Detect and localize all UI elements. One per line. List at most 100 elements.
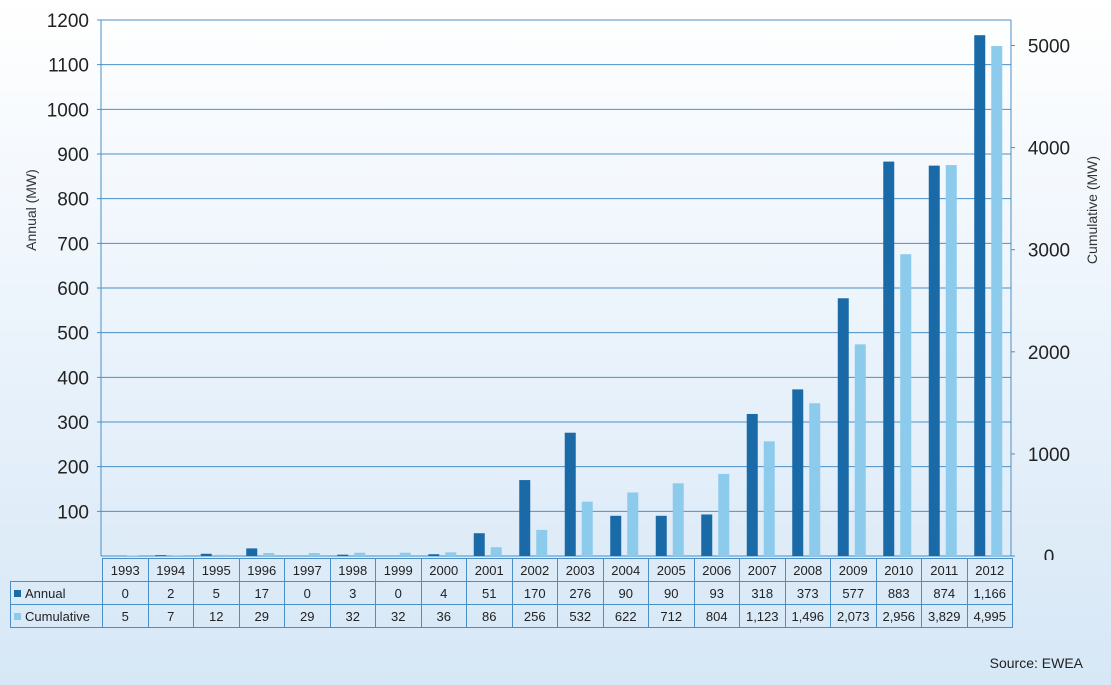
source-note: Source: EWEA — [989, 655, 1083, 671]
bar-cumulative-2008 — [809, 403, 821, 556]
table-cell: 93 — [693, 581, 740, 605]
y-tick-label: 600 — [57, 279, 89, 300]
table-year: 1995 — [193, 558, 240, 582]
table-cell: 170 — [511, 581, 558, 605]
table-year: 2011 — [921, 558, 968, 582]
table-cell: 29 — [238, 604, 285, 628]
table-cell: 12 — [193, 604, 240, 628]
table-cell: 5 — [102, 604, 149, 628]
y-tick-label: 900 — [57, 145, 89, 166]
table-row: Annual 0 2 5 17 0 3 0 4 51 170 276 90 90 93 318 373 577 88… — [10, 581, 1013, 605]
table-cell: 2,073 — [830, 604, 877, 628]
y-tick-label: 1200 — [47, 11, 89, 32]
y-tick-label: 700 — [57, 234, 89, 255]
y2-tick-label: 5000 — [1028, 37, 1070, 58]
bar-cumulative-1999 — [399, 552, 411, 556]
y-tick-label: 400 — [57, 368, 89, 389]
table-cell: 2 — [147, 581, 194, 605]
table-cell: 86 — [466, 604, 513, 628]
table-cell: 0 — [284, 581, 331, 605]
legend-swatch-icon — [14, 612, 21, 620]
table-year: 2005 — [648, 558, 695, 582]
bar-cumulative-1997 — [308, 553, 320, 556]
table-year: 2000 — [420, 558, 467, 582]
table-cell: 32 — [329, 604, 376, 628]
table-cell: 7 — [147, 604, 194, 628]
table-year: 1998 — [329, 558, 376, 582]
data-table: 1993 1994 1995 1996 1997 1998 1999 2000 2001 2002… — [10, 558, 1013, 628]
table-year: 1999 — [375, 558, 422, 582]
bar-cumulative-2003 — [581, 501, 593, 556]
table-cell: 276 — [557, 581, 604, 605]
bar-cumulative-2011 — [945, 165, 957, 556]
bar-annual-1994 — [155, 555, 167, 556]
table-year: 2001 — [466, 558, 513, 582]
table-cell: 712 — [648, 604, 695, 628]
bar-annual-2000 — [428, 554, 440, 556]
y2-tick-label: 4000 — [1028, 139, 1070, 160]
table-year: 2012 — [966, 558, 1013, 582]
table-cell: 804 — [693, 604, 740, 628]
y-tick-label: 100 — [57, 502, 89, 523]
table-year: 1993 — [102, 558, 149, 582]
bar-cumulative-1994 — [172, 555, 184, 556]
bar-annual-2011 — [928, 165, 940, 556]
bar-cumulative-2010 — [900, 254, 912, 556]
bar-annual-2008 — [792, 389, 804, 556]
table-year: 1997 — [284, 558, 331, 582]
table-cell: 4,995 — [966, 604, 1013, 628]
legend-swatch-icon — [14, 589, 21, 597]
bar-cumulative-2000 — [445, 552, 457, 556]
table-year: 2003 — [557, 558, 604, 582]
bar-cumulative-2001 — [490, 547, 502, 556]
legend-label: Cumulative — [25, 608, 91, 624]
bar-annual-2005 — [655, 515, 667, 556]
table-cell: 883 — [875, 581, 922, 605]
bar-annual-2006 — [701, 514, 713, 556]
y2-tick-label: 3000 — [1028, 241, 1070, 262]
table-cell: 0 — [375, 581, 422, 605]
bar-annual-1996 — [246, 548, 258, 556]
table-cell: 29 — [284, 604, 331, 628]
table-cell: 36 — [420, 604, 467, 628]
table-cell: 32 — [375, 604, 422, 628]
table-year: 2007 — [739, 558, 786, 582]
bar-annual-1998 — [337, 554, 349, 556]
bar-cumulative-1995 — [217, 554, 229, 556]
table-year: 2009 — [830, 558, 877, 582]
legend-label: Annual — [25, 585, 66, 601]
bar-cumulative-2005 — [672, 483, 684, 556]
bar-cumulative-2009 — [854, 344, 866, 556]
y2-axis-label: Cumulative (MW) — [1084, 156, 1100, 264]
table-row: Cumulative 5 7 12 29 29 32 32 36 86 256 532 622 712 80… — [10, 604, 1013, 628]
table-cell: 577 — [830, 581, 877, 605]
legend-annual: Annual — [10, 581, 103, 605]
bar-cumulative-2002 — [536, 529, 548, 556]
table-cell: 373 — [784, 581, 831, 605]
bar-annual-2009 — [837, 298, 849, 556]
bar-cumulative-2004 — [627, 492, 639, 556]
table-cell: 622 — [602, 604, 649, 628]
table-cell: 2,956 — [875, 604, 922, 628]
table-cell: 256 — [511, 604, 558, 628]
table-cell: 1,166 — [966, 581, 1013, 605]
bar-annual-2012 — [974, 35, 986, 557]
bar-cumulative-2012 — [991, 46, 1003, 556]
bar-cumulative-1996 — [263, 553, 275, 556]
y2-tick-label: 1000 — [1028, 445, 1070, 466]
y-tick-label: 200 — [57, 458, 89, 479]
table-year: 2004 — [602, 558, 649, 582]
table-year: 2002 — [511, 558, 558, 582]
bar-annual-2010 — [883, 161, 895, 557]
chart-plot: 100 200 300 400 500 600 700 800 900 1000 1100 1200 0… — [23, 11, 1100, 560]
table-cell: 51 — [466, 581, 513, 605]
table-cell: 318 — [739, 581, 786, 605]
table-year: 1996 — [238, 558, 285, 582]
table-cell: 0 — [102, 581, 149, 605]
bar-cumulative-1998 — [354, 552, 366, 556]
table-cell: 17 — [238, 581, 285, 605]
bar-annual-1995 — [200, 553, 212, 556]
table-cell: 4 — [420, 581, 467, 605]
bar-annual-2001 — [473, 533, 485, 556]
bar-annual-2003 — [564, 432, 576, 556]
